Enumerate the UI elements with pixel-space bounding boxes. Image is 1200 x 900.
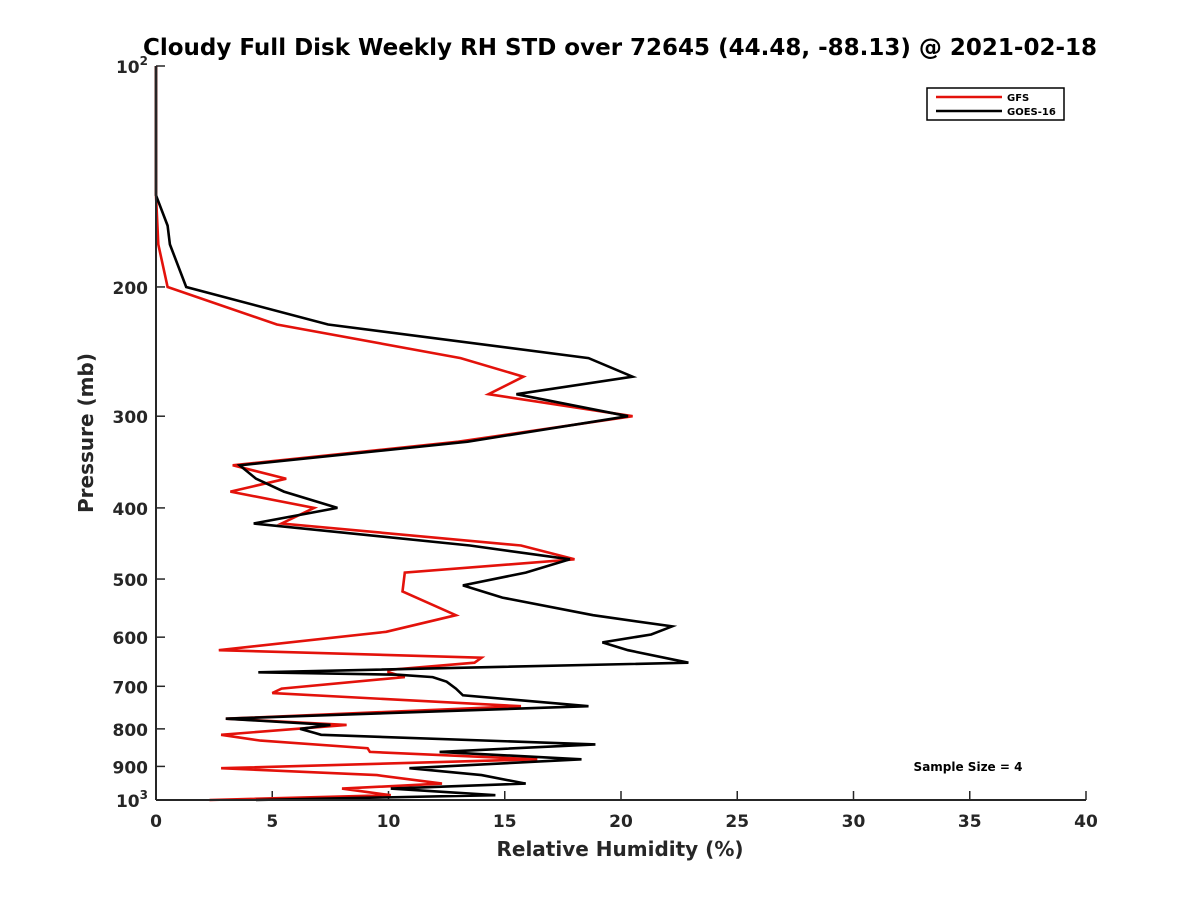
x-tick-label: 5	[266, 812, 278, 832]
sample-size-annotation: Sample Size = 4	[914, 760, 1023, 774]
y-axis-label: Pressure (mb)	[74, 353, 98, 513]
y-tick-label: 500	[113, 571, 149, 591]
x-tick-label: 20	[609, 812, 633, 832]
legend-label-goes-16: GOES-16	[1007, 107, 1056, 118]
rh-std-profile-chart: Cloudy Full Disk Weekly RH STD over 7264…	[0, 0, 1200, 900]
y-tick-label: 900	[113, 758, 149, 778]
x-tick-label: 0	[150, 812, 162, 832]
y-tick-label: 600	[113, 629, 149, 649]
y-tick-label: 200	[113, 279, 149, 299]
y-tick-label: 300	[113, 408, 149, 428]
legend-label-gfs: GFS	[1007, 93, 1029, 104]
x-tick-label: 25	[725, 812, 749, 832]
x-axis-label: Relative Humidity (%)	[496, 837, 743, 861]
chart-title: Cloudy Full Disk Weekly RH STD over 7264…	[143, 35, 1097, 61]
x-tick-label: 35	[958, 812, 982, 832]
legend: GFS GOES-16	[927, 88, 1064, 120]
x-tick-label: 40	[1074, 812, 1098, 832]
x-tick-label: 10	[377, 812, 401, 832]
y-tick-label: 700	[113, 678, 149, 698]
x-tick-label: 15	[493, 812, 517, 832]
y-tick-label: 400	[113, 500, 149, 520]
y-tick-label: 800	[113, 721, 149, 741]
x-tick-label: 30	[842, 812, 866, 832]
